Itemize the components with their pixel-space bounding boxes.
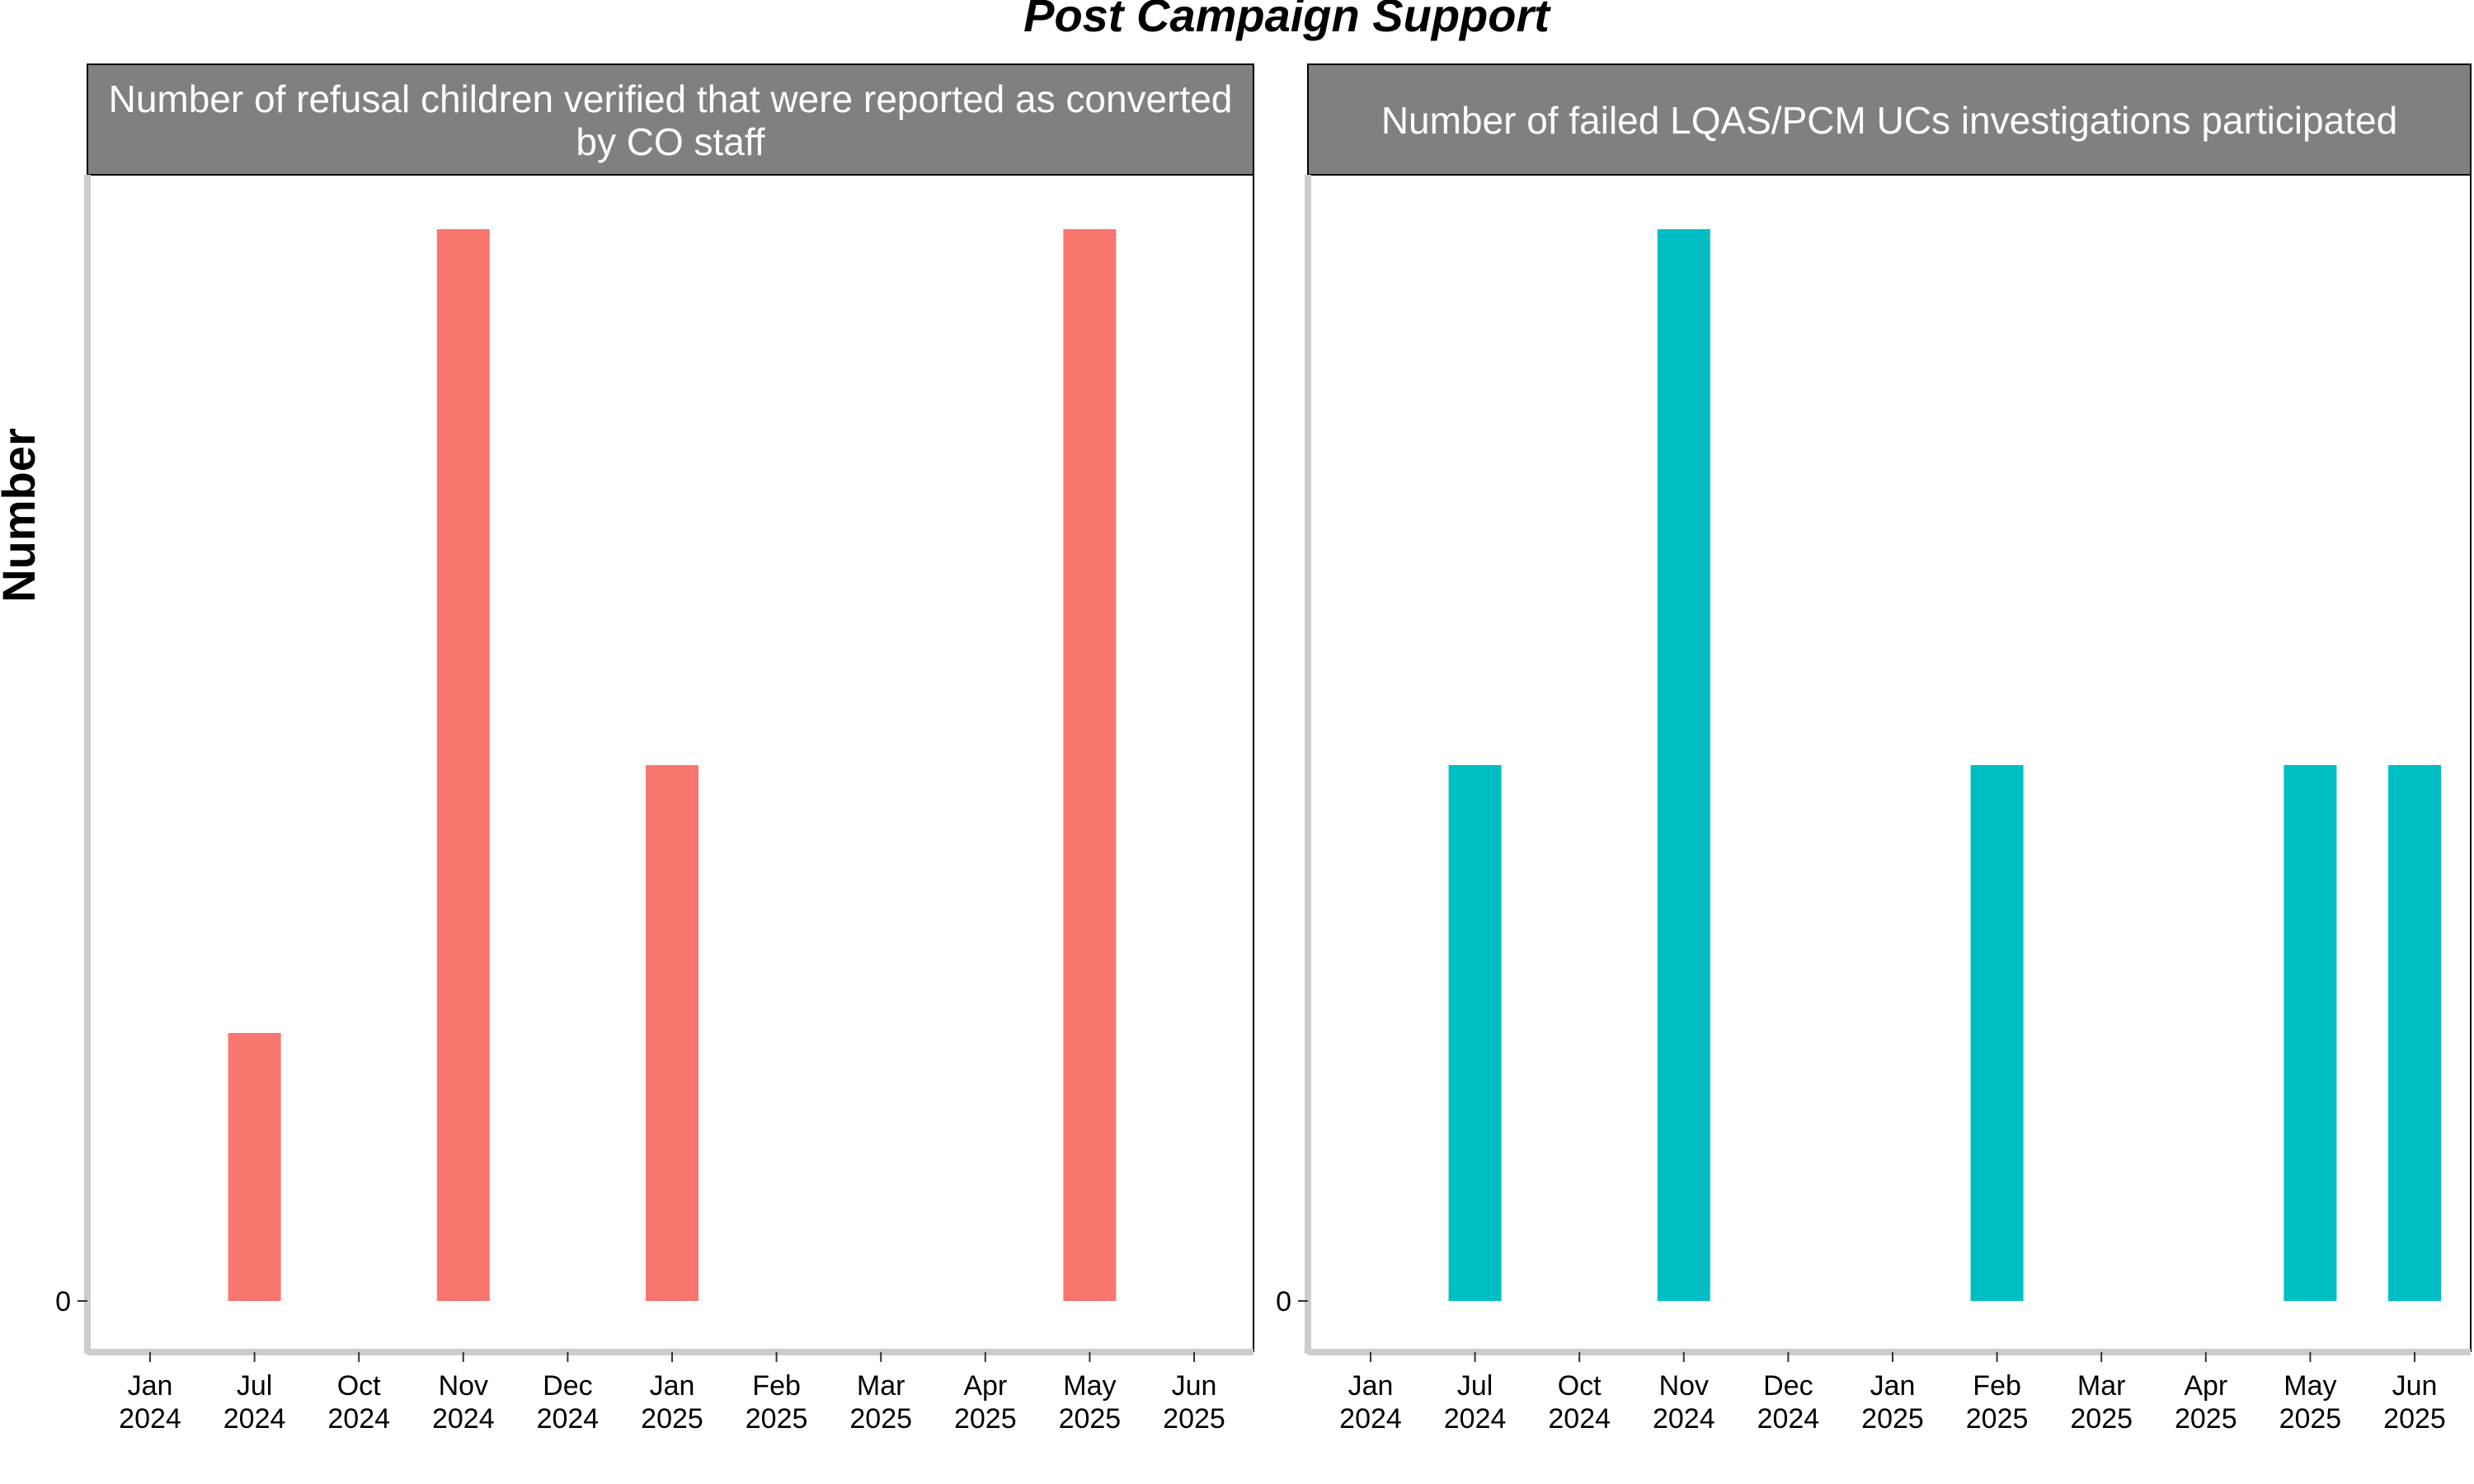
bar bbox=[436, 229, 490, 1301]
x-tick-label: Nov 2024 bbox=[1653, 1370, 1715, 1435]
x-tick-label: Jan 2025 bbox=[641, 1370, 703, 1435]
bar bbox=[228, 1033, 281, 1301]
facet-strip-label: Number of failed LQAS/PCM UCs investigat… bbox=[1381, 99, 2397, 142]
x-tick-label: Apr 2025 bbox=[2175, 1370, 2237, 1435]
bar bbox=[1657, 229, 1710, 1301]
x-tick-label: Dec 2024 bbox=[537, 1370, 600, 1435]
bar bbox=[1970, 765, 2024, 1301]
bar bbox=[646, 765, 698, 1301]
x-tick-label: Dec 2024 bbox=[1757, 1370, 1820, 1435]
y-tick-label: 0 bbox=[1276, 1286, 1291, 1317]
x-tick-label: Jul 2024 bbox=[223, 1370, 286, 1435]
y-tick-label: 0 bbox=[55, 1286, 71, 1317]
x-tick-label: Mar 2025 bbox=[849, 1370, 912, 1435]
facet-strip bbox=[1307, 63, 2472, 176]
x-tick-label: May 2025 bbox=[1059, 1370, 1122, 1435]
x-tick-label: Jun 2025 bbox=[2383, 1370, 2446, 1435]
facet-panels: Number of refusal children verified that… bbox=[55, 63, 2472, 1435]
x-tick-label: Nov 2024 bbox=[432, 1370, 495, 1435]
x-tick-label: Apr 2025 bbox=[954, 1370, 1017, 1435]
x-tick-label: Jun 2025 bbox=[1163, 1370, 1225, 1435]
facet-strip bbox=[87, 63, 1254, 176]
x-tick-label: Feb 2025 bbox=[745, 1370, 808, 1435]
x-tick-label: Feb 2025 bbox=[1966, 1370, 2029, 1435]
bar bbox=[2284, 765, 2337, 1301]
bar bbox=[1063, 229, 1117, 1301]
y-axis-label: Number bbox=[0, 428, 45, 603]
x-tick-label: Jan 2024 bbox=[1339, 1370, 1402, 1435]
x-tick-label: Oct 2024 bbox=[327, 1370, 390, 1435]
chart-title: Post Campaign Support bbox=[1023, 0, 1551, 41]
x-tick-label: Jan 2025 bbox=[1861, 1370, 1924, 1435]
bar bbox=[2388, 765, 2441, 1301]
facet-strip-label: Number of refusal children verified that… bbox=[109, 77, 1233, 163]
x-tick-label: Jul 2024 bbox=[1444, 1370, 1507, 1435]
facet-panel: Number of failed LQAS/PCM UCs investigat… bbox=[1276, 63, 2472, 1435]
bar bbox=[1448, 765, 1502, 1301]
x-tick-label: May 2025 bbox=[2279, 1370, 2342, 1435]
x-tick-label: Mar 2025 bbox=[2070, 1370, 2133, 1435]
x-tick-label: Jan 2024 bbox=[119, 1370, 181, 1435]
facet-panel: Number of refusal children verified that… bbox=[55, 63, 1254, 1435]
x-tick-label: Oct 2024 bbox=[1548, 1370, 1611, 1435]
